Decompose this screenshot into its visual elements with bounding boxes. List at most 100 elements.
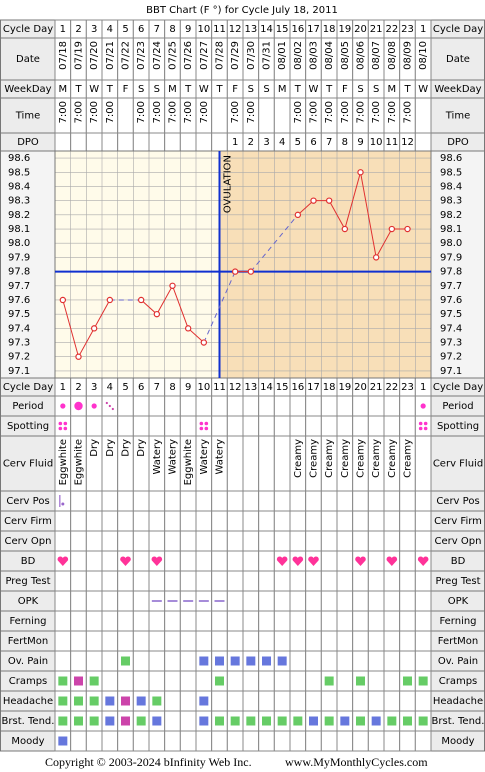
day-cell — [273, 630, 291, 652]
day-cell — [352, 730, 369, 752]
temp-point — [169, 282, 176, 289]
y-tick-label: 98.3 — [8, 196, 30, 207]
day-cell — [117, 570, 134, 592]
day-cell — [117, 610, 134, 632]
symptom-square — [58, 716, 68, 726]
symptom-square — [58, 676, 68, 686]
day-cell — [85, 530, 103, 552]
day-cell — [226, 510, 244, 532]
cell-text: T — [215, 84, 223, 95]
cell-text: T — [325, 84, 333, 95]
cell-text: Creamy — [371, 439, 382, 478]
cell-text: 7:00 — [105, 101, 116, 123]
cell-text: Eggwhite — [183, 439, 194, 485]
row-label: Cerv Opn — [435, 536, 482, 547]
cell-text: 14 — [260, 382, 273, 393]
day-cell — [352, 530, 369, 552]
day-cell — [273, 570, 291, 592]
day-cell — [54, 415, 72, 437]
bd-heart — [417, 556, 429, 566]
cell-text: S — [138, 84, 144, 95]
cell-text: 07/22 — [121, 41, 132, 70]
day-cell — [242, 510, 260, 532]
day-cell — [336, 550, 354, 572]
symptom-square — [246, 656, 256, 666]
day-cell — [242, 670, 260, 692]
day-cell — [54, 510, 72, 532]
day-cell — [211, 490, 228, 512]
row-label: OPK — [18, 596, 39, 607]
day-cell — [320, 730, 338, 752]
day-cell — [273, 730, 291, 752]
day-cell — [179, 570, 197, 592]
day-cell — [258, 630, 275, 652]
day-cell — [414, 610, 432, 632]
day-cell — [70, 490, 87, 512]
day-cell — [367, 670, 385, 692]
cell-text: 10 — [197, 382, 210, 393]
day-cell — [305, 590, 322, 612]
day-cell — [305, 670, 322, 692]
cell-text: 8 — [169, 24, 175, 35]
row-label: BD — [21, 556, 36, 567]
label-cell — [430, 97, 485, 134]
row-label: BD — [451, 556, 466, 567]
cell-text: 7:00 — [89, 101, 100, 123]
temp-point — [294, 211, 302, 219]
y-tick-label: 98.6 — [440, 153, 462, 164]
day-cell — [54, 530, 72, 552]
day-cell — [414, 630, 432, 652]
cell-text: 7:00 — [371, 101, 382, 123]
day-cell — [414, 690, 432, 712]
symptom-square — [58, 696, 68, 706]
day-cell — [383, 530, 401, 552]
day-cell — [367, 690, 385, 712]
cell-text: 7 — [154, 24, 160, 35]
row-label: Headache — [3, 696, 53, 707]
cell-text: 22 — [385, 382, 398, 393]
spotting-mark — [423, 421, 428, 426]
spotting-mark — [204, 421, 209, 426]
day-cell — [132, 550, 150, 572]
spotting-mark — [204, 426, 209, 431]
day-cell — [289, 690, 307, 712]
cell-text: 19 — [338, 382, 351, 393]
day-cell — [101, 570, 119, 592]
symptom-square — [230, 716, 240, 726]
day-cell — [164, 530, 181, 552]
day-cell — [211, 630, 228, 652]
day-cell — [70, 650, 87, 672]
y-tick-label: 97.3 — [440, 338, 462, 349]
day-cell — [320, 395, 338, 417]
day-cell — [70, 590, 87, 612]
day-cell — [179, 415, 197, 437]
day-cell — [132, 650, 150, 672]
day-cell — [320, 510, 338, 532]
cell-text: Creamy — [309, 439, 320, 478]
day-cell — [367, 610, 385, 632]
day-cell — [273, 510, 291, 532]
day-cell — [399, 395, 416, 417]
temp-point — [231, 268, 239, 275]
day-cell — [383, 690, 401, 712]
y-tick-label: 98.5 — [8, 167, 30, 178]
day-cell — [305, 570, 322, 592]
cell-text: 11 — [213, 382, 226, 393]
y-tick-label: 97.6 — [8, 295, 30, 306]
day-cell — [179, 510, 197, 532]
row-label: Brst. Tend. — [432, 716, 485, 727]
y-tick-label: 98.2 — [440, 210, 462, 221]
symptom-square — [277, 716, 287, 726]
day-cell — [367, 570, 385, 592]
day-cell — [85, 415, 103, 437]
spot-mark — [108, 404, 111, 408]
cell-text: 15 — [276, 24, 289, 35]
day-cell — [258, 510, 275, 532]
symptom-square — [403, 676, 412, 686]
luteal-bg — [219, 151, 431, 378]
day-cell — [179, 710, 197, 732]
day-cell — [211, 570, 228, 592]
day-cell — [383, 670, 401, 692]
day-cell — [226, 690, 244, 712]
cell-text: 21 — [370, 382, 383, 393]
